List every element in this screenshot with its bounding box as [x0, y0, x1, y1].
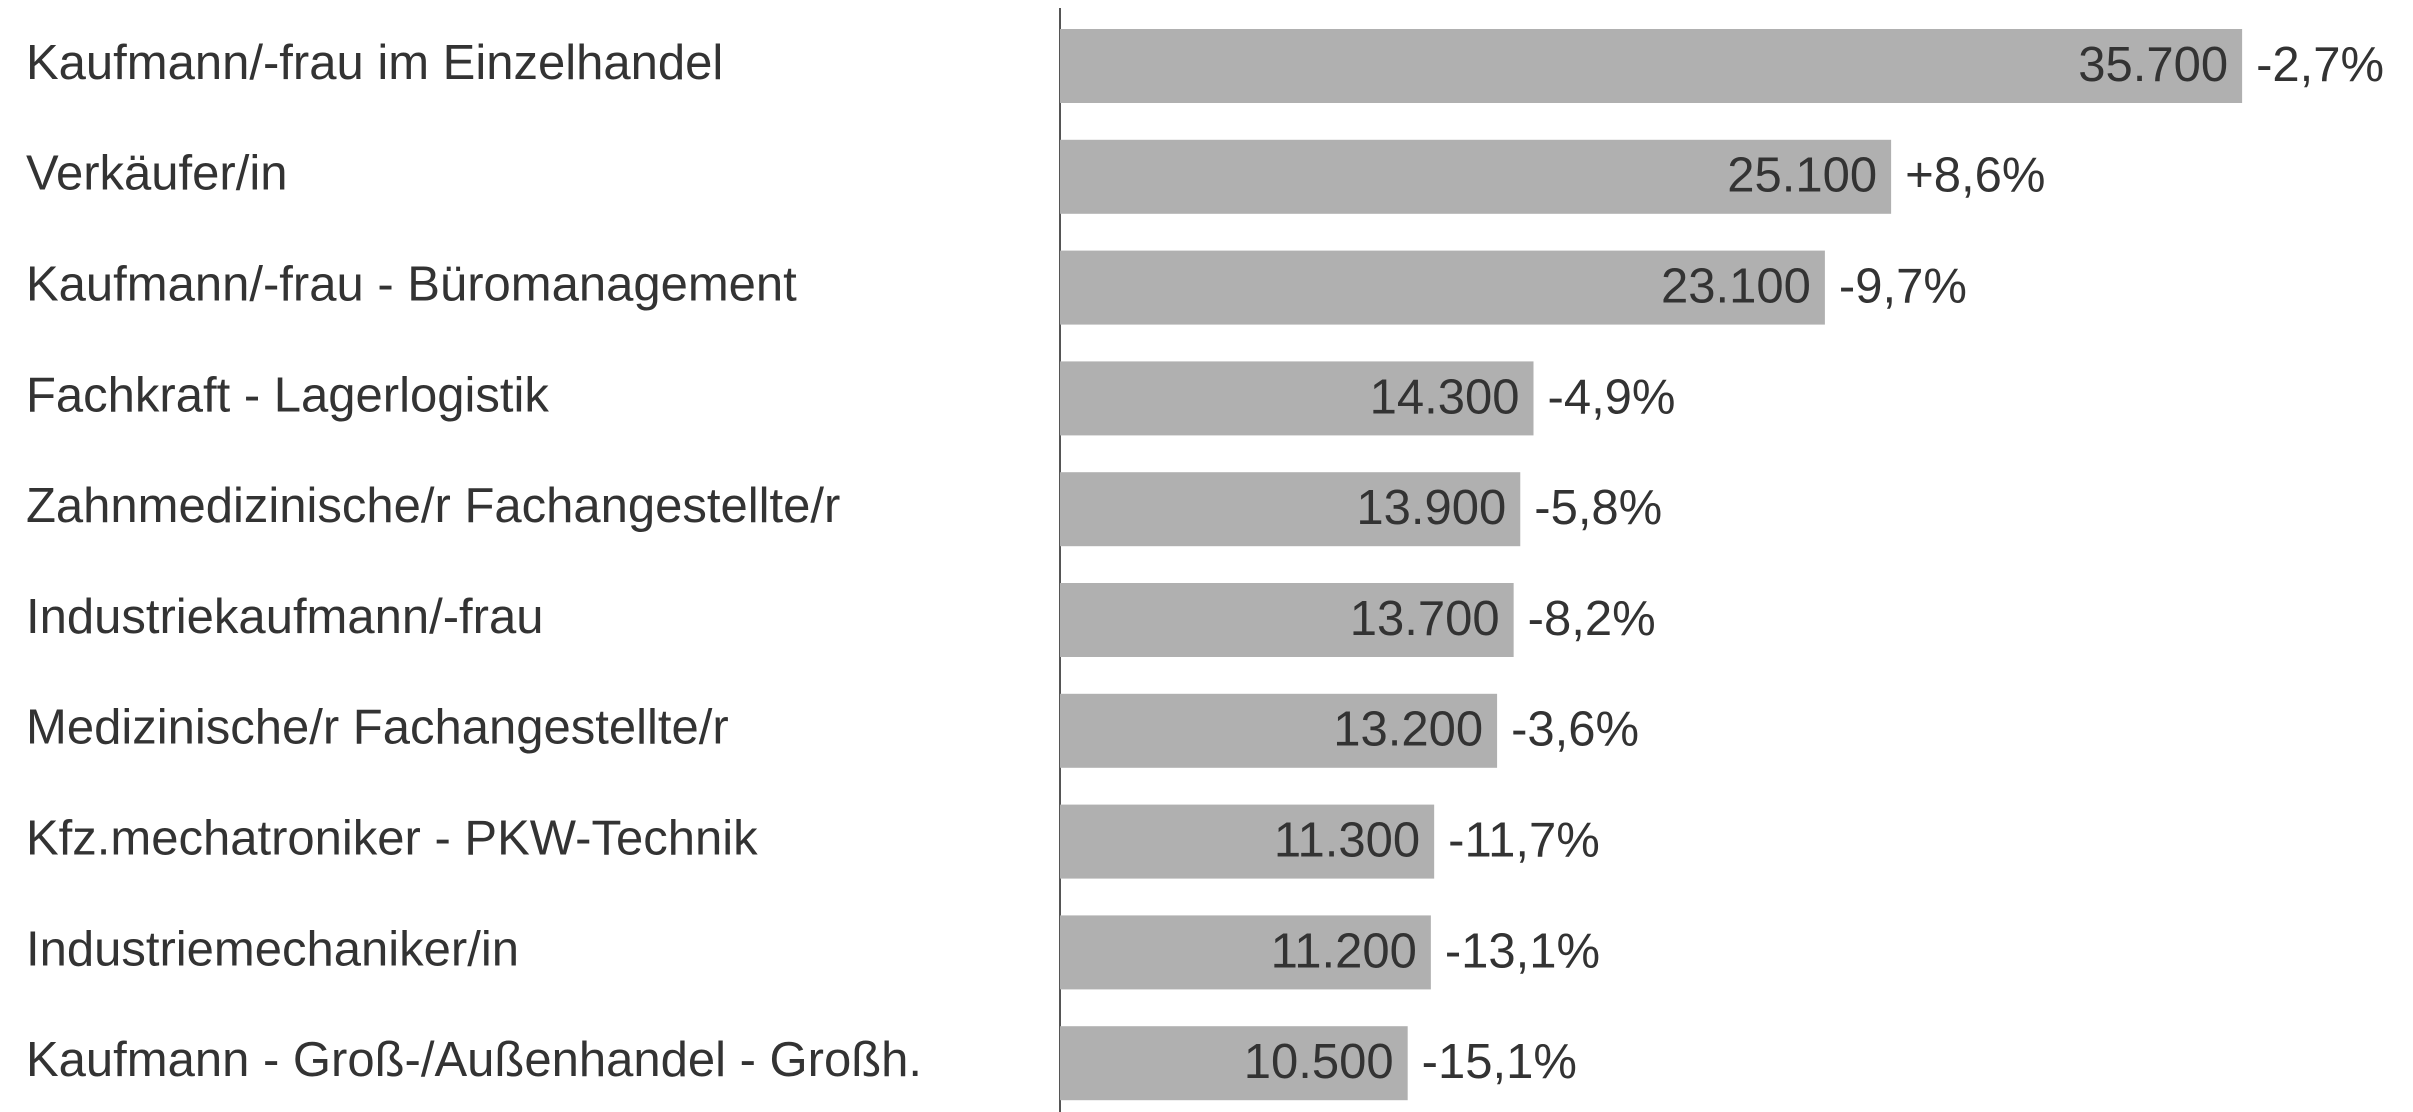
bar — [1060, 915, 1431, 990]
bar — [1060, 583, 1514, 657]
y-tick-label: Kfz.mechatroniker - PKW-Technik — [26, 812, 758, 866]
value-label: 13.900 — [1356, 481, 1506, 535]
value-label: 11.200 — [1271, 924, 1417, 978]
value-label: 25.100 — [1727, 149, 1877, 203]
value-label: 13.700 — [1350, 592, 1500, 646]
annotation: -4,9% — [1548, 370, 1676, 424]
y-tick-label: Kaufmann/-frau im Einzelhandel — [26, 36, 723, 90]
value-label: 13.200 — [1333, 703, 1483, 757]
y-tick-label: Medizinische/r Fachangestellte/r — [26, 701, 729, 755]
bar — [1060, 139, 1892, 214]
y-tick-label: Zahnmedizinische/r Fachangestellte/r — [26, 479, 840, 533]
annotation: -13,1% — [1445, 924, 1600, 978]
y-tick-label: Kaufmann - Groß-/Außenhandel - Großh. — [26, 1033, 922, 1087]
bar — [1060, 804, 1435, 879]
bar — [1060, 1026, 1408, 1101]
annotation: -2,7% — [2256, 38, 2384, 92]
value-label: 14.300 — [1370, 370, 1520, 424]
value-label: 11.300 — [1274, 814, 1420, 868]
annotation: +8,6% — [1905, 149, 2045, 203]
bar — [1060, 361, 1534, 436]
value-label: 10.500 — [1244, 1035, 1394, 1089]
annotation: -8,2% — [1528, 592, 1656, 646]
bar — [1060, 693, 1498, 768]
bar — [1060, 250, 1825, 325]
value-label: 35.700 — [2078, 38, 2228, 92]
annotation: -3,6% — [1511, 703, 1639, 757]
y-tick-label: Industriemechaniker/in — [26, 922, 519, 976]
y-tick-label: Verkäufer/in — [26, 147, 288, 201]
y-tick-label: Industriekaufmann/-frau — [26, 590, 544, 644]
value-label: 23.100 — [1661, 260, 1811, 314]
bar — [1060, 29, 2243, 103]
y-tick-label: Fachkraft - Lagerlogistik — [26, 368, 549, 422]
annotation: -9,7% — [1839, 260, 1967, 314]
annotation: -15,1% — [1422, 1035, 1577, 1089]
annotation: -5,8% — [1534, 481, 1662, 535]
bar — [1060, 472, 1521, 547]
y-tick-label: Kaufmann/-frau - Büromanagement — [26, 258, 797, 312]
annotation: -11,7% — [1448, 814, 1600, 868]
